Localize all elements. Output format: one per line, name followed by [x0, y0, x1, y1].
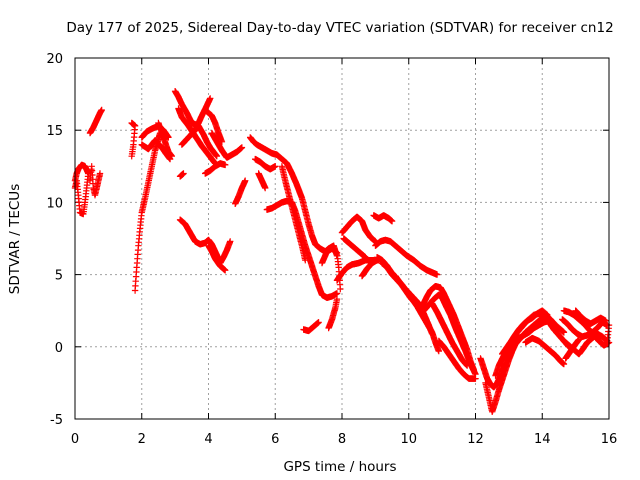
x-tick-label: 8 — [338, 432, 346, 447]
data-point — [222, 161, 229, 169]
y-axis-label: SDTVAR / TECUs — [7, 184, 23, 294]
x-tick-label: 10 — [400, 432, 417, 447]
data-point — [222, 267, 229, 274]
x-tick-label: 14 — [534, 432, 551, 447]
x-axis-label: GPS time / hours — [283, 459, 396, 475]
data-point — [128, 153, 135, 160]
y-tick-label: -5 — [50, 413, 63, 428]
data-point — [98, 106, 105, 114]
data-markers — [71, 88, 613, 415]
data-point — [337, 285, 344, 293]
data-point — [272, 163, 279, 170]
data-point — [262, 184, 269, 192]
data-point — [180, 170, 187, 177]
data-point — [242, 177, 249, 184]
data-point — [302, 257, 309, 264]
x-tick-label: 16 — [601, 432, 618, 447]
data-point — [333, 290, 341, 297]
data-point — [207, 95, 214, 102]
y-tick-labels: -5 0 5 10 15 20 — [46, 52, 63, 428]
data-point — [96, 170, 104, 177]
chart-title: Day 177 of 2025, Sidereal Day-to-day VTE… — [66, 20, 613, 36]
data-point — [168, 153, 175, 160]
y-tick-label: 10 — [46, 196, 63, 211]
y-tick-label: 5 — [55, 269, 63, 284]
y-tick-label: 0 — [55, 341, 63, 356]
data-point — [333, 295, 341, 303]
y-tick-label: 15 — [46, 124, 63, 139]
x-tick-label: 2 — [138, 432, 146, 447]
data-point — [315, 319, 322, 326]
data-point — [238, 144, 246, 151]
x-tick-label: 0 — [71, 432, 79, 447]
data-point — [213, 153, 220, 160]
x-tick-label: 6 — [271, 432, 279, 447]
data-point — [227, 238, 234, 245]
x-tick-labels: 0 2 4 6 8 10 12 14 16 — [71, 432, 617, 447]
x-tick-label: 12 — [467, 432, 484, 447]
y-tick-label: 20 — [46, 52, 63, 67]
x-tick-label: 4 — [204, 432, 212, 447]
